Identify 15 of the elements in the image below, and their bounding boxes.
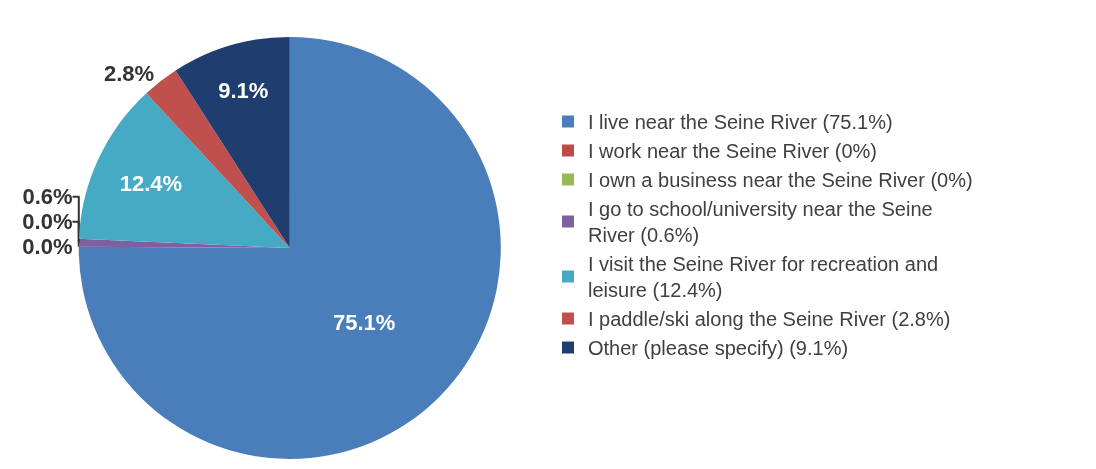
legend-label: I paddle/ski along the Seine River (2.8%): [588, 308, 951, 331]
legend-label: I live near the Seine River (75.1%): [588, 111, 893, 134]
data-label: 75.1%: [332, 310, 396, 336]
legend-label: I go to school/university near the Seine River (0.6%): [588, 198, 933, 247]
text: 0.0%: [22, 209, 73, 235]
data-label: 12.4%: [119, 171, 183, 197]
legend-label: I visit the Seine River for recreation and leisure (12.4%): [588, 253, 939, 302]
text: 0.0%: [22, 234, 73, 260]
legend-label: I work near the Seine River (0%): [588, 140, 878, 163]
data-label: 0.6%: [22, 184, 73, 210]
data-label: 2.8%: [104, 60, 155, 86]
data-label: 9.1%: [218, 77, 269, 103]
legend-label: Other (please specify) (9.1%): [588, 337, 849, 360]
legend-label: I own a business near the Seine River (0%): [588, 169, 973, 192]
pie-slice: [78, 36, 501, 459]
